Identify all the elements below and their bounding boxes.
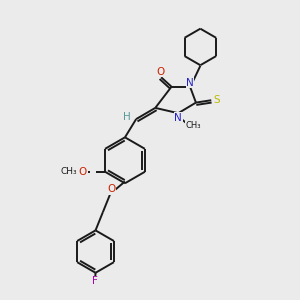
Text: O: O: [156, 67, 164, 77]
Text: CH₃: CH₃: [185, 121, 201, 130]
Text: O: O: [108, 184, 116, 194]
Text: N: N: [186, 78, 194, 88]
Text: H: H: [123, 112, 130, 122]
Text: N: N: [174, 113, 182, 123]
Text: CH₃: CH₃: [61, 167, 77, 176]
Text: S: S: [213, 95, 220, 105]
Text: O: O: [79, 167, 87, 177]
Text: F: F: [92, 276, 98, 286]
